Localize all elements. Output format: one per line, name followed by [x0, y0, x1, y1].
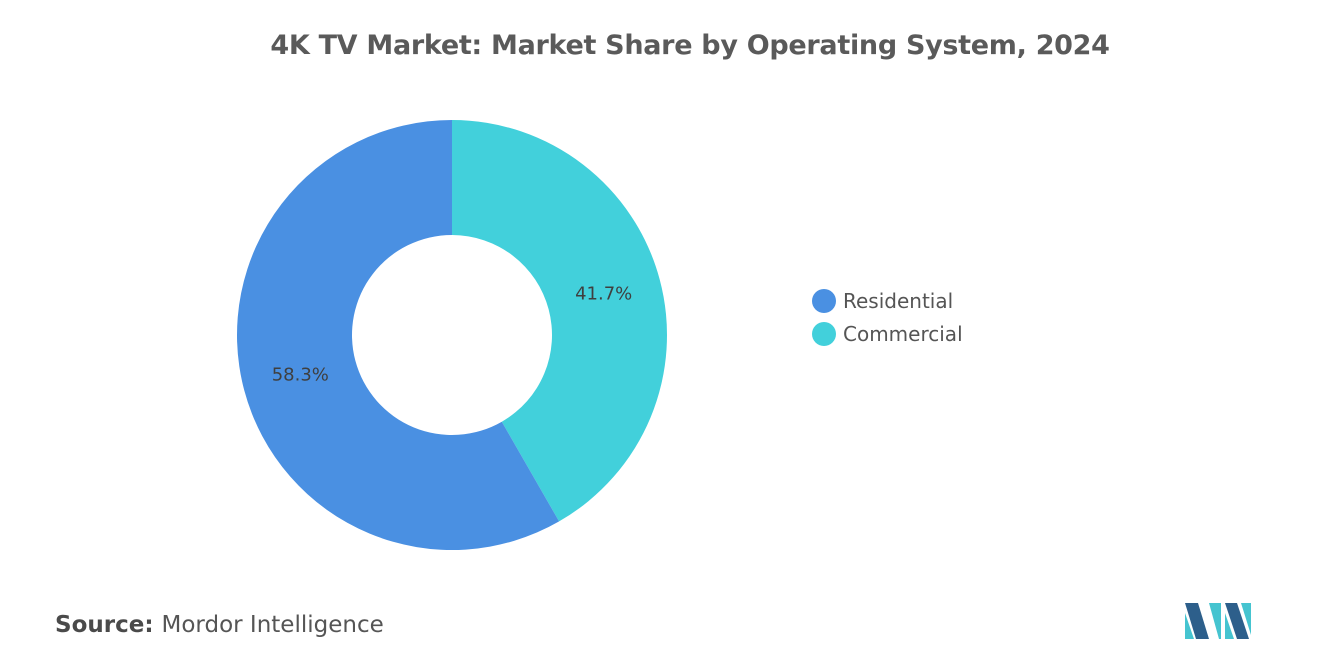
legend-label-commercial: Commercial	[843, 321, 963, 346]
slice-label-commercial: 41.7%	[575, 284, 632, 305]
chart-title: 4K TV Market: Market Share by Operating …	[270, 30, 1110, 61]
legend-item-commercial[interactable]: Commercial	[812, 317, 963, 350]
legend-label-residential: Residential	[843, 288, 954, 313]
legend-item-residential[interactable]: Residential	[812, 284, 963, 317]
legend-swatch-commercial	[812, 321, 836, 346]
legend-swatch-residential	[812, 288, 836, 313]
mordor-logo-icon	[1185, 603, 1251, 639]
slice-residential[interactable]	[236, 120, 560, 550]
source-key: Source:	[55, 612, 154, 638]
slice-commercial[interactable]	[452, 120, 667, 522]
source-line: Source: Mordor Intelligence	[55, 612, 384, 638]
source-value: Mordor Intelligence	[161, 612, 384, 638]
chart-legend: Residential Commercial	[812, 284, 963, 350]
donut-chart: 41.7% 58.3%	[236, 120, 667, 550]
slice-label-residential: 58.3%	[272, 364, 329, 385]
